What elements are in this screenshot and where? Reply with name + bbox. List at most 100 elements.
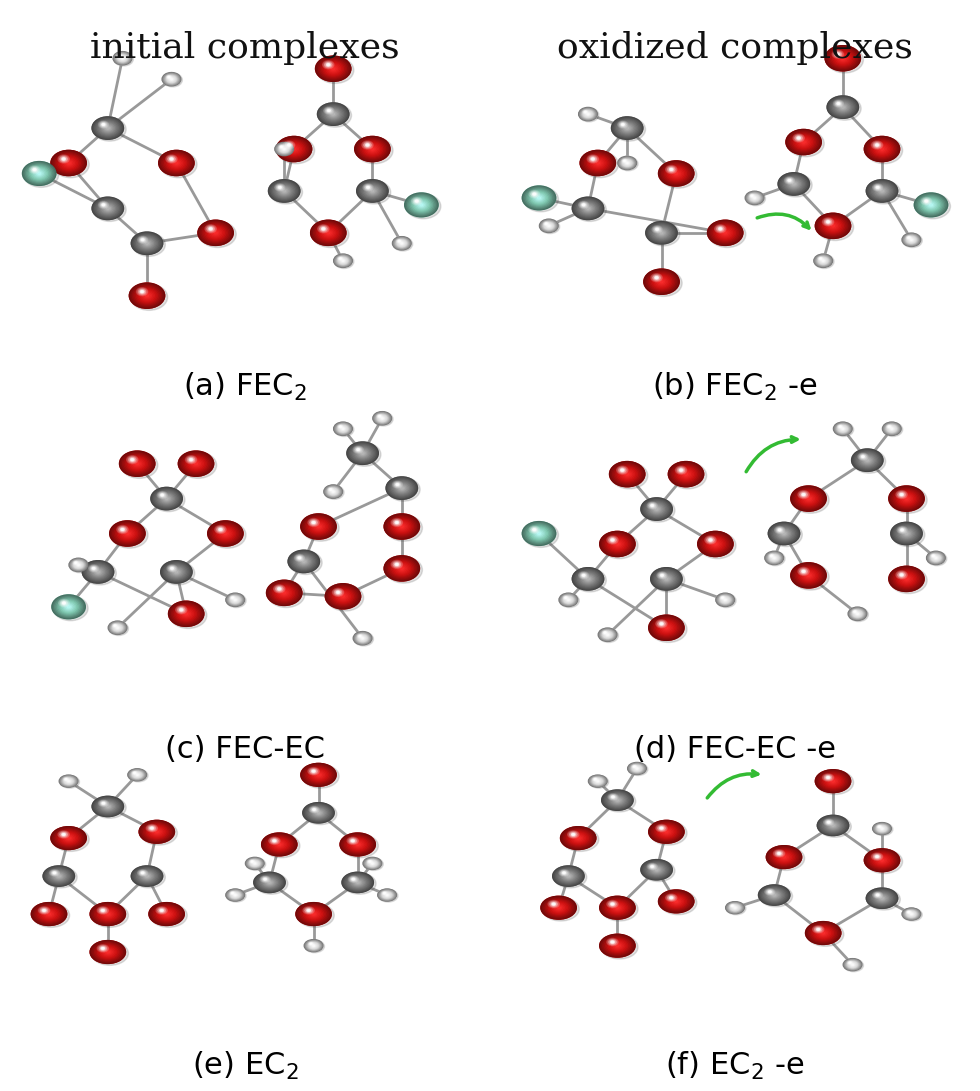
- Circle shape: [178, 609, 193, 619]
- Circle shape: [394, 238, 410, 249]
- Circle shape: [556, 906, 562, 910]
- Circle shape: [49, 870, 60, 876]
- Circle shape: [399, 525, 405, 529]
- Circle shape: [361, 141, 384, 157]
- Circle shape: [862, 456, 872, 464]
- Circle shape: [97, 907, 109, 914]
- Circle shape: [161, 561, 192, 583]
- Circle shape: [308, 910, 319, 918]
- Circle shape: [319, 227, 337, 239]
- Circle shape: [38, 907, 50, 914]
- Circle shape: [42, 909, 46, 912]
- Circle shape: [399, 241, 405, 245]
- Circle shape: [886, 424, 898, 433]
- Circle shape: [722, 598, 728, 602]
- Circle shape: [144, 293, 150, 298]
- Circle shape: [366, 187, 379, 195]
- Circle shape: [393, 519, 401, 525]
- Circle shape: [149, 902, 184, 925]
- Circle shape: [659, 890, 694, 913]
- Circle shape: [167, 76, 176, 83]
- Circle shape: [83, 562, 117, 585]
- Circle shape: [578, 108, 597, 121]
- Circle shape: [909, 239, 913, 241]
- Circle shape: [870, 182, 894, 200]
- Circle shape: [296, 555, 312, 567]
- Circle shape: [102, 803, 105, 804]
- Circle shape: [848, 961, 852, 964]
- Circle shape: [661, 827, 662, 829]
- Circle shape: [549, 901, 568, 914]
- Circle shape: [305, 940, 324, 952]
- Circle shape: [412, 197, 422, 205]
- Circle shape: [229, 596, 241, 604]
- Circle shape: [129, 283, 165, 309]
- Circle shape: [802, 141, 806, 143]
- Circle shape: [621, 470, 633, 478]
- Circle shape: [333, 422, 352, 435]
- Circle shape: [576, 571, 600, 587]
- Circle shape: [562, 827, 599, 851]
- Circle shape: [868, 140, 895, 158]
- Circle shape: [769, 554, 773, 558]
- Circle shape: [659, 160, 694, 187]
- Circle shape: [813, 254, 832, 267]
- Circle shape: [44, 866, 74, 886]
- Circle shape: [310, 807, 327, 818]
- Circle shape: [140, 239, 154, 248]
- Circle shape: [279, 145, 283, 148]
- Circle shape: [698, 531, 733, 556]
- Circle shape: [814, 254, 834, 268]
- Circle shape: [310, 944, 318, 948]
- Circle shape: [730, 904, 734, 907]
- Circle shape: [388, 559, 416, 578]
- Circle shape: [674, 900, 678, 902]
- Circle shape: [142, 823, 172, 841]
- Circle shape: [663, 577, 669, 580]
- Circle shape: [398, 240, 401, 242]
- Circle shape: [135, 235, 159, 252]
- Circle shape: [121, 452, 158, 478]
- Circle shape: [866, 850, 898, 871]
- Circle shape: [709, 538, 712, 541]
- Circle shape: [808, 923, 838, 943]
- Circle shape: [797, 490, 820, 507]
- Circle shape: [208, 228, 222, 238]
- Circle shape: [391, 518, 403, 527]
- Circle shape: [817, 815, 849, 836]
- Circle shape: [579, 202, 597, 215]
- Circle shape: [872, 891, 883, 898]
- Circle shape: [562, 595, 575, 604]
- Circle shape: [329, 489, 337, 494]
- Circle shape: [540, 219, 558, 232]
- Circle shape: [169, 566, 184, 577]
- Circle shape: [97, 121, 119, 135]
- Circle shape: [683, 472, 689, 477]
- Circle shape: [308, 942, 319, 949]
- Circle shape: [558, 870, 579, 883]
- Circle shape: [262, 834, 297, 855]
- Circle shape: [659, 827, 674, 837]
- Circle shape: [272, 585, 296, 601]
- Circle shape: [151, 488, 182, 509]
- Circle shape: [386, 477, 417, 500]
- Circle shape: [711, 541, 719, 547]
- Circle shape: [296, 902, 331, 925]
- Circle shape: [104, 804, 112, 810]
- Circle shape: [656, 868, 658, 871]
- Circle shape: [226, 594, 244, 606]
- Circle shape: [650, 616, 687, 643]
- Circle shape: [611, 940, 614, 944]
- Circle shape: [35, 170, 43, 177]
- Circle shape: [323, 107, 334, 115]
- Circle shape: [771, 555, 777, 560]
- Circle shape: [108, 621, 127, 634]
- Circle shape: [331, 491, 335, 493]
- Circle shape: [773, 526, 795, 541]
- Circle shape: [380, 417, 384, 420]
- Circle shape: [523, 187, 555, 208]
- Circle shape: [137, 236, 148, 243]
- Circle shape: [121, 57, 124, 59]
- Circle shape: [565, 874, 571, 878]
- Circle shape: [58, 599, 79, 614]
